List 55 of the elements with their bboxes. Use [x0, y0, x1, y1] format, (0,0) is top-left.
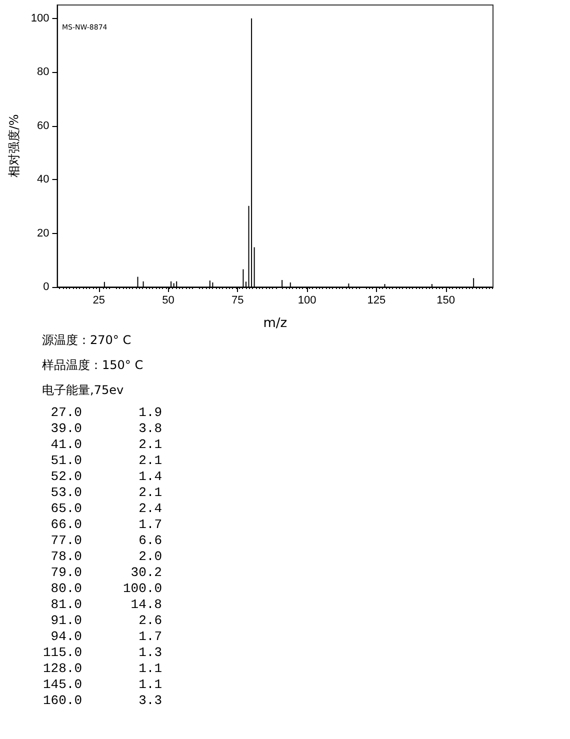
- text: 41.0: [50, 437, 82, 453]
- x-tick-label: 100: [298, 294, 316, 306]
- x-tick-label: 50: [162, 294, 174, 306]
- y-tick-label: 80: [37, 66, 50, 78]
- x-tick-label: 125: [367, 294, 386, 306]
- y-tick-label: 100: [30, 12, 50, 24]
- y-tick-label: 60: [37, 120, 50, 132]
- y-tick-label: 0: [43, 281, 50, 293]
- text: 14.8: [130, 597, 162, 613]
- text: 52.0: [50, 469, 82, 485]
- text: 160.0: [42, 693, 82, 709]
- text: 77.0: [50, 533, 82, 549]
- y-tick-label: 40: [37, 174, 50, 186]
- text: 91.0: [50, 613, 82, 629]
- text: 6.6: [138, 533, 162, 549]
- text: 66.0: [50, 517, 82, 533]
- text: 2.4: [138, 501, 162, 517]
- text: 样品温度：150° C: [42, 357, 144, 374]
- x-tick-label: 75: [232, 294, 244, 306]
- text: 80.0: [50, 581, 82, 597]
- y-axis-title: 相对强度/%: [7, 114, 21, 178]
- text: 100.0: [122, 581, 162, 597]
- text: 1.7: [138, 629, 162, 645]
- text: 81.0: [50, 597, 82, 613]
- text: 3.8: [138, 421, 162, 437]
- text: 27.0: [50, 405, 82, 421]
- text: 79.0: [50, 565, 82, 581]
- text: 78.0: [50, 549, 82, 565]
- text: 源温度：270° C: [42, 332, 132, 349]
- text: 2.6: [138, 613, 162, 629]
- text: 51.0: [50, 453, 82, 469]
- x-tick-label: 150: [436, 294, 455, 306]
- text: 2.1: [138, 453, 162, 469]
- x-axis-title: m/z: [263, 316, 288, 331]
- x-tick-label: 25: [92, 294, 106, 306]
- text: 1.4: [138, 469, 162, 485]
- text: 2.1: [138, 437, 162, 453]
- text: 30.2: [130, 565, 162, 581]
- text: 94.0: [50, 629, 82, 645]
- text: 1.1: [138, 677, 162, 693]
- text: 电子能量,75ev: [42, 382, 125, 399]
- text: 65.0: [50, 501, 82, 517]
- text: 128.0: [42, 661, 82, 677]
- text: 145.0: [42, 677, 82, 693]
- text: 2.0: [138, 549, 162, 565]
- text: 115.0: [42, 645, 82, 661]
- text: 2.1: [138, 485, 162, 501]
- text: 1.9: [138, 405, 162, 421]
- y-tick-label: 20: [37, 227, 50, 240]
- text: 39.0: [50, 421, 82, 437]
- text: 1.7: [138, 517, 162, 533]
- text: 3.3: [138, 693, 162, 709]
- text: 1.1: [138, 661, 162, 677]
- text: 1.3: [138, 645, 162, 661]
- text: 53.0: [50, 485, 82, 501]
